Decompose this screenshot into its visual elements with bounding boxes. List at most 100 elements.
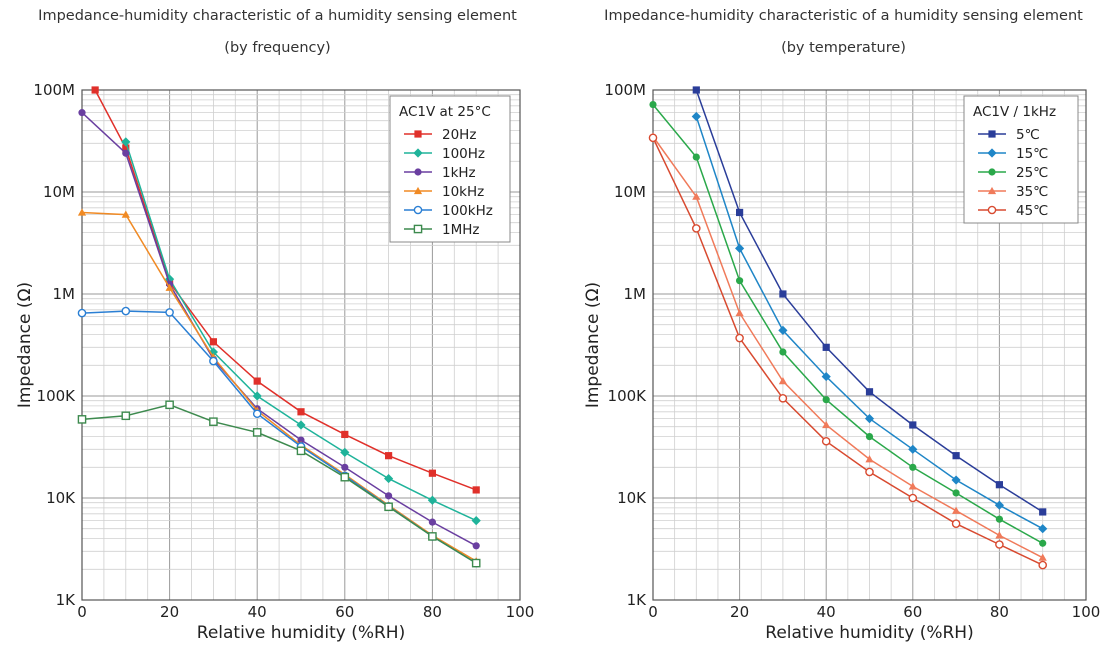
data-point [77, 308, 87, 318]
data-point [428, 518, 436, 526]
y-tick-label: 100M [604, 81, 646, 99]
x-tick-label: 60 [903, 603, 922, 621]
data-point [385, 452, 393, 460]
x-axis-label: Relative humidity (%RH) [765, 623, 973, 643]
data-point [1039, 508, 1047, 516]
data-point [165, 308, 174, 317]
data-point [121, 210, 130, 218]
x-tick-label: 80 [990, 603, 1009, 621]
data-point [995, 481, 1003, 489]
series-line [81, 211, 477, 562]
series-35℃ [648, 132, 1047, 561]
data-point [994, 500, 1004, 510]
x-axis-label: Relative humidity (%RH) [197, 623, 405, 643]
data-point [471, 516, 481, 526]
data-point [952, 452, 960, 460]
data-point [908, 482, 917, 490]
legend-marker [987, 148, 997, 158]
data-point [385, 492, 393, 500]
data-point [648, 133, 658, 143]
legend-marker [414, 130, 422, 138]
data-point [778, 376, 787, 385]
series-line [81, 404, 477, 564]
data-point [822, 396, 830, 404]
legend-entry: 45℃ [1016, 203, 1048, 219]
data-point [779, 290, 787, 298]
data-point [864, 414, 875, 424]
data-point [952, 506, 961, 514]
x-tick-label: 100 [1072, 603, 1101, 621]
legend-entry: 25℃ [1016, 165, 1048, 181]
data-point [821, 371, 831, 382]
series-line [94, 89, 477, 491]
data-point [778, 325, 788, 335]
data-point [77, 208, 87, 216]
data-point [165, 400, 174, 410]
legend-marker [413, 224, 423, 234]
data-point [428, 532, 437, 541]
data-point [909, 421, 917, 429]
y-tick-label: 10K [46, 489, 76, 507]
chart-by-temperature: Impedance-humidity characteristic of a h… [566, 0, 1111, 648]
data-point [384, 473, 394, 484]
series-line [81, 112, 477, 547]
legend-title: AC1V at 25°C [399, 104, 491, 120]
data-point [692, 153, 700, 161]
data-point [908, 493, 918, 503]
y-tick-label: 10K [617, 489, 647, 507]
legend-marker [988, 168, 996, 176]
y-tick-label: 10M [43, 183, 75, 201]
data-point [865, 455, 874, 463]
y-tick-label: 1M [624, 285, 647, 303]
y-axis-label: Impedance (Ω) [583, 282, 603, 408]
legend-marker [988, 130, 996, 138]
chart-by-frequency: Impedance-humidity characteristic of a h… [0, 0, 555, 648]
legend-marker [413, 186, 423, 195]
data-point [649, 100, 657, 109]
x-tick-label: 40 [248, 603, 267, 621]
y-axis-label: Impedance (Ω) [15, 282, 35, 408]
legend-box [389, 95, 511, 243]
data-point [252, 391, 262, 401]
data-point [471, 558, 481, 568]
series-1MHz [77, 400, 481, 568]
data-point [122, 144, 130, 152]
data-point [427, 495, 437, 505]
data-point [209, 356, 218, 366]
data-point [692, 192, 701, 200]
data-point [736, 208, 744, 217]
legend-marker [987, 186, 997, 195]
data-point [384, 502, 393, 512]
data-point [692, 224, 701, 233]
grid [653, 90, 1086, 600]
plot-area: 0 20 40 60 80 100 1K 10K 100K 1M 10M 100M Relative h… [15, 81, 534, 643]
data-point [909, 463, 917, 471]
y-tick-label: 100K [608, 387, 648, 405]
legend: AC1V at 25°C 20Hz 100Hz 1kHz 10kHz 100kHz 1MHz [389, 95, 511, 243]
y-tick-label: 1K [627, 591, 648, 609]
data-point [822, 343, 830, 351]
data-point [340, 472, 350, 482]
data-point [952, 489, 960, 497]
data-point [77, 415, 87, 424]
series-20Hz [91, 86, 480, 494]
data-point [1038, 560, 1048, 570]
legend-title: AC1V / 1kHz [973, 104, 1056, 120]
chart-subtitle: (by temperature) [781, 40, 906, 56]
series-25℃ [649, 100, 1047, 547]
data-point [341, 463, 349, 471]
data-point [208, 347, 218, 357]
data-point [735, 308, 744, 317]
data-point [165, 283, 174, 291]
legend-box [963, 95, 1079, 224]
data-point [252, 428, 262, 437]
data-point [1039, 539, 1047, 547]
series-5℃ [692, 86, 1047, 516]
data-point [297, 436, 305, 444]
series-line [652, 137, 1044, 566]
y-tick-label: 1M [53, 285, 76, 303]
data-point [1038, 524, 1048, 534]
data-point [691, 111, 701, 122]
data-point [472, 542, 480, 550]
data-point [735, 333, 744, 343]
